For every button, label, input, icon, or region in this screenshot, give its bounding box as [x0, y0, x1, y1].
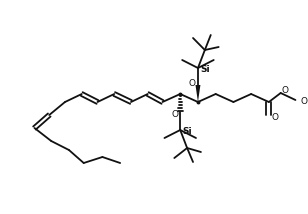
Text: O: O — [189, 79, 196, 88]
Text: O: O — [171, 110, 178, 119]
Polygon shape — [196, 85, 201, 102]
Text: O: O — [272, 113, 279, 122]
Text: O: O — [300, 97, 307, 106]
Text: Si: Si — [200, 64, 209, 73]
Text: O: O — [282, 86, 289, 95]
Text: Si: Si — [182, 126, 192, 135]
